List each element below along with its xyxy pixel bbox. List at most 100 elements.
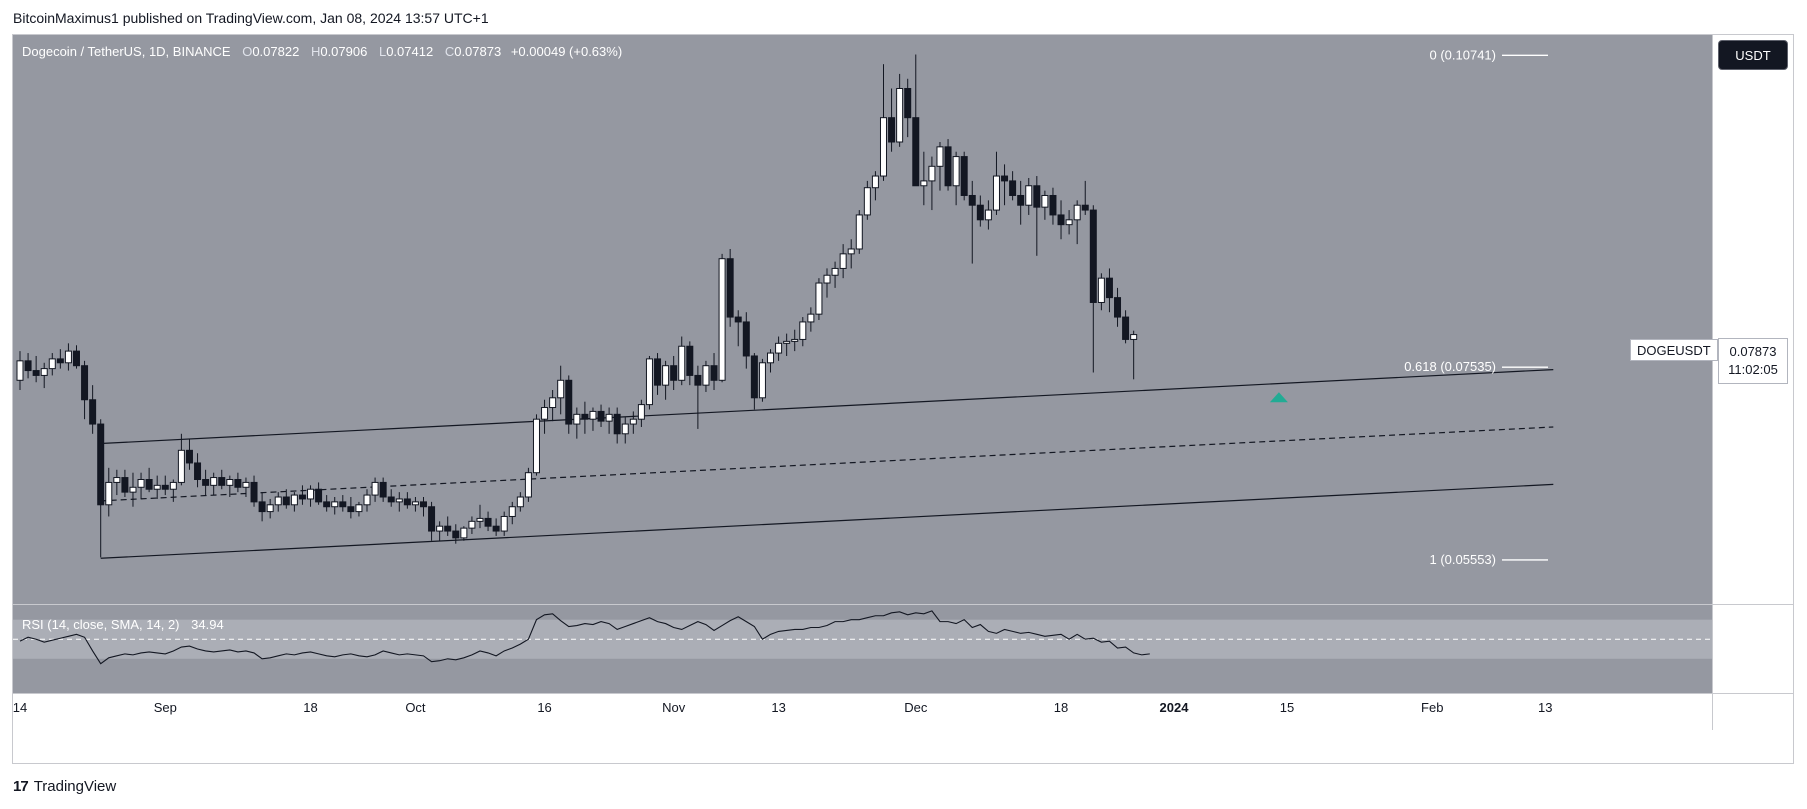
candle-body [72, 350, 80, 367]
time-axis-tick: Oct [405, 700, 426, 715]
last-price-tag: 0.07873 11:02:05 [1718, 338, 1788, 384]
candle-body [258, 501, 266, 513]
candle-body [468, 520, 476, 529]
candle-body [541, 407, 549, 420]
bounce-arrow-icon [1269, 392, 1288, 403]
candle-body [1025, 185, 1033, 206]
candle-body [952, 156, 960, 187]
price-axis-tick: 0.06000 [1725, 508, 1772, 523]
candle-body [395, 498, 403, 503]
candle-body [888, 117, 896, 143]
candle-body [1017, 194, 1025, 206]
candle-body [105, 481, 113, 506]
candle-body [734, 316, 742, 323]
time-axis-tick: 14 [13, 700, 27, 715]
candle-body [565, 379, 573, 425]
candle-body [549, 397, 557, 409]
candle-body [863, 187, 871, 216]
candle-body [89, 399, 97, 425]
legend-low: 0.07412 [386, 44, 434, 59]
candle-body [202, 479, 210, 486]
candle-body [145, 479, 153, 490]
candle-body [484, 517, 492, 527]
candle-body [984, 209, 992, 221]
candle-body [476, 517, 484, 522]
candle-body [508, 506, 516, 517]
time-axis-tick: Dec [904, 700, 928, 715]
candle-body [452, 530, 460, 539]
candle-body [920, 180, 928, 187]
candle-body [153, 484, 161, 490]
legend-high: 0.07906 [320, 44, 368, 59]
candle-body [1089, 209, 1097, 303]
candle-body [678, 345, 686, 381]
candle-body [323, 501, 331, 508]
time-axis-tick: 13 [1538, 700, 1552, 715]
candle-body [371, 481, 379, 496]
currency-button[interactable]: USDT [1718, 40, 1788, 70]
candle-body [783, 340, 791, 344]
time-axis-tick: Nov [662, 700, 686, 715]
candle-body [194, 462, 202, 481]
candle-body [97, 423, 105, 506]
legend-high-key: H [310, 44, 321, 59]
candle-body [1081, 204, 1089, 211]
candle-body [637, 404, 645, 420]
candle-body [912, 117, 920, 187]
candle-body [1065, 219, 1073, 226]
symbol-price-tag: DOGEUSDT [1630, 339, 1718, 361]
candle-body [210, 477, 218, 486]
time-axis-tick: Feb [1421, 700, 1443, 715]
candle-body [960, 156, 968, 196]
legend-low-key: L [378, 44, 387, 59]
candle-body [767, 352, 775, 364]
fib-level-label: 1 (0.05553) [1430, 552, 1497, 567]
symbol-legend: Dogecoin / TetherUS, 1D, BINANCE O0.0782… [22, 44, 622, 59]
channel-mid-line [100, 426, 1554, 502]
candle-body [315, 488, 323, 503]
candle-body [629, 418, 637, 425]
price-axis-tick: 0.05500 [1725, 557, 1772, 572]
tradingview-logo[interactable]: 17 TradingView [13, 778, 116, 795]
candle-body [710, 365, 718, 381]
legend-open: 0.07822 [252, 44, 300, 59]
candle-body [904, 87, 912, 119]
candle-body [420, 501, 427, 508]
candle-body [968, 194, 976, 206]
candle-body [976, 204, 984, 221]
candle-body [177, 449, 185, 483]
fib-level-label: 0.618 (0.07535) [1404, 359, 1496, 374]
candle-body [847, 248, 855, 255]
candle-body [81, 365, 89, 401]
candle-body [121, 477, 129, 493]
candle-body [274, 496, 282, 506]
time-axis-tick: 18 [303, 700, 317, 715]
candle-body [1001, 175, 1009, 182]
time-axis-tick: 13 [771, 700, 785, 715]
candle-body [185, 449, 193, 464]
candle-body [500, 515, 508, 532]
candle-body [339, 501, 347, 508]
candle-body [1105, 277, 1113, 299]
time-axis-tick: 18 [1054, 700, 1068, 715]
candle-body [1073, 204, 1081, 221]
candle-body [839, 253, 847, 269]
candle-body [307, 488, 315, 500]
candle-body [444, 525, 452, 532]
candle-body [645, 358, 653, 406]
price-axis-tick: 0.09000 [1725, 217, 1772, 232]
fib-level-label: 0 (0.10741) [1430, 47, 1497, 62]
candle-body [266, 504, 274, 513]
candle-body [403, 498, 411, 506]
price-axis-tick: 0.06500 [1725, 460, 1772, 475]
tradingview-brand: TradingView [33, 778, 117, 795]
time-axis-tick: Sep [154, 700, 177, 715]
rsi-value: 34.94 [191, 617, 224, 632]
candle-body [726, 258, 734, 318]
publish-line: BitcoinMaximus1 published on TradingView… [13, 10, 489, 26]
candle-body [411, 501, 419, 506]
candle-body [613, 413, 621, 435]
candle-body [597, 410, 605, 422]
candle-body [799, 321, 807, 340]
